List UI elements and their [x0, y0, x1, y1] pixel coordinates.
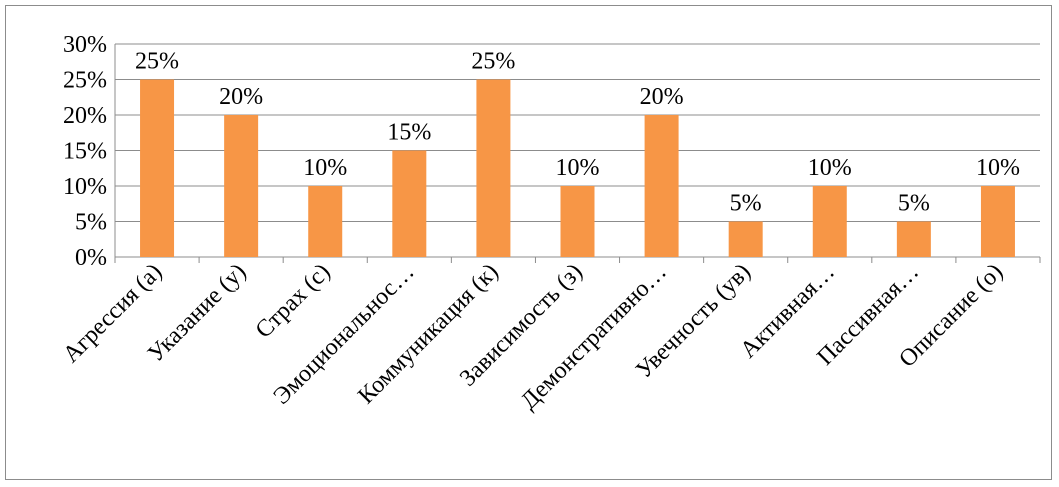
y-tick-label: 25% — [63, 68, 107, 94]
bar — [560, 186, 595, 257]
data-label: 10% — [303, 155, 347, 181]
data-label: 5% — [730, 191, 762, 217]
category-label: Страх (с) — [251, 259, 336, 344]
y-tick-label: 15% — [63, 139, 107, 165]
data-label: 25% — [135, 49, 179, 75]
chart-frame — [5, 5, 1052, 480]
bar — [308, 186, 343, 257]
category-label: Эмоциональнос… — [269, 259, 420, 410]
category-label: Коммуникация (к) — [353, 259, 503, 409]
data-label: 10% — [976, 155, 1020, 181]
y-tick-label: 20% — [63, 103, 107, 129]
y-tick-label: 5% — [75, 210, 107, 236]
bar — [224, 115, 259, 257]
y-tick-label: 0% — [75, 245, 107, 271]
bar — [812, 186, 847, 257]
category-label: Демонстративно… — [516, 259, 672, 415]
data-label: 5% — [898, 191, 930, 217]
bar — [392, 150, 427, 257]
bar — [644, 115, 679, 257]
bar — [728, 221, 763, 257]
data-label: 20% — [640, 84, 684, 110]
y-tick-label: 10% — [63, 174, 107, 200]
data-label: 20% — [219, 84, 263, 110]
data-label: 15% — [387, 120, 431, 146]
bar — [140, 79, 175, 257]
data-label: 25% — [471, 49, 515, 75]
bar — [476, 79, 511, 257]
data-label: 10% — [808, 155, 852, 181]
bar — [896, 221, 931, 257]
data-label: 10% — [556, 155, 600, 181]
y-tick-label: 30% — [63, 32, 107, 58]
bar — [980, 186, 1015, 257]
